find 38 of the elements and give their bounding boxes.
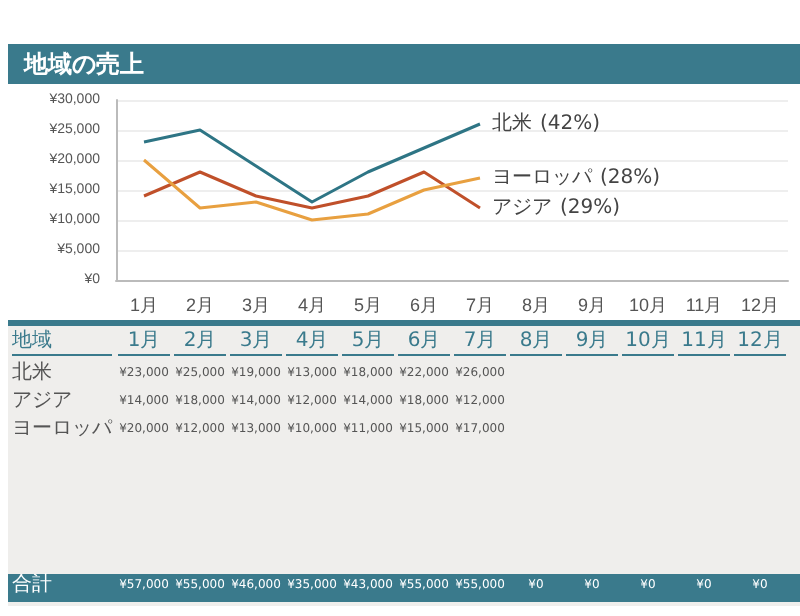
x-tick-label: 5月 xyxy=(353,295,383,315)
x-tick-label: 11月 xyxy=(685,295,723,315)
annotation: (29%) xyxy=(560,197,621,219)
text: 合計 xyxy=(12,574,54,598)
category-label: 5月 xyxy=(351,330,385,352)
line-series xyxy=(142,158,482,222)
text: 地域 xyxy=(12,330,112,356)
category-label: 3月 xyxy=(239,330,273,352)
category-label: 10月 xyxy=(625,330,671,352)
category-label: 1月 xyxy=(127,330,161,352)
category-label: 8月 xyxy=(519,330,553,352)
category-label: 12月 xyxy=(737,330,783,352)
category-label: 2月 xyxy=(183,330,217,352)
annotation: (42%) xyxy=(540,113,601,135)
x-tick-label: 10月 xyxy=(628,295,668,315)
series-label: ヨーロッパ xyxy=(492,167,594,189)
x-tick-label: 2月 xyxy=(185,295,215,315)
category-label: 6月 xyxy=(407,330,441,352)
text: アジア xyxy=(12,390,72,412)
chart-title: 地域の売上 xyxy=(8,44,800,84)
series-label: アジア xyxy=(492,197,552,219)
category-label: 4月 xyxy=(295,330,329,352)
category-label: 9月 xyxy=(575,330,609,352)
line-series xyxy=(142,122,482,204)
x-tick-label: 7月 xyxy=(465,295,495,315)
category-label: 7月 xyxy=(463,330,497,352)
x-tick-label: 3月 xyxy=(241,295,271,315)
x-tick-label: 9月 xyxy=(577,295,607,315)
x-tick-label: 12月 xyxy=(740,295,780,315)
annotation: (28%) xyxy=(600,167,661,189)
x-tick-label: 4月 xyxy=(297,295,327,315)
text: ヨーロッパ xyxy=(12,418,112,440)
category-label: 11月 xyxy=(681,330,727,352)
x-tick-label: 1月 xyxy=(129,295,159,315)
x-tick-label: 8月 xyxy=(521,295,551,315)
text: 北米 xyxy=(492,113,532,135)
x-tick-label: 6月 xyxy=(409,295,439,315)
legend-label: 北米 xyxy=(12,362,54,386)
